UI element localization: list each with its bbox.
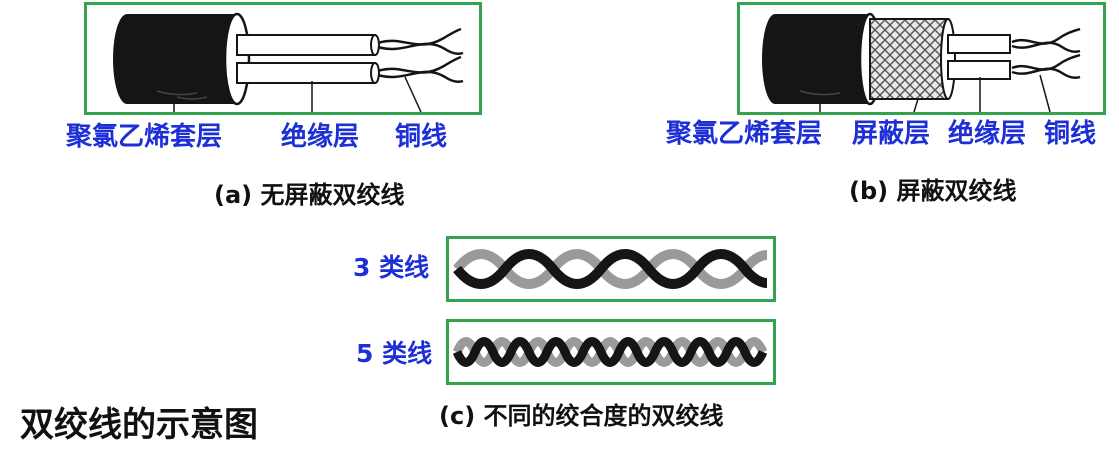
stp-jacket-label: 聚氯乙烯套层 <box>666 119 823 149</box>
utp-cable-drawing <box>113 12 464 112</box>
utp-jacket-label: 聚氯乙烯套层 <box>66 122 223 152</box>
stp-copper-label: 铜线 <box>1044 119 1097 149</box>
cat3-twisted-pair-drawing <box>453 249 768 289</box>
utp-image-frame <box>84 2 482 115</box>
stp-shield-label: 屏蔽层 <box>852 119 931 149</box>
utp-caption: (a) 无屏蔽双绞线 <box>214 181 405 209</box>
twist-caption: (c) 不同的绞合度的双绞线 <box>439 402 724 430</box>
cat3-image-frame <box>446 236 776 302</box>
utp-copper-label: 铜线 <box>395 122 448 152</box>
cat5-label: 5 类线 <box>356 339 433 368</box>
utp-insulation-label: 绝缘层 <box>281 122 360 152</box>
stp-caption: (b) 屏蔽双绞线 <box>849 177 1017 205</box>
cat3-label: 3 类线 <box>353 253 430 282</box>
stp-insulation-label: 绝缘层 <box>948 119 1027 149</box>
stp-cable-drawing <box>762 12 1081 112</box>
cat5-image-frame <box>446 319 776 385</box>
cat5-twisted-pair-drawing <box>452 337 768 367</box>
page-title: 双绞线的示意图 <box>20 405 258 445</box>
stp-image-frame <box>737 2 1106 115</box>
